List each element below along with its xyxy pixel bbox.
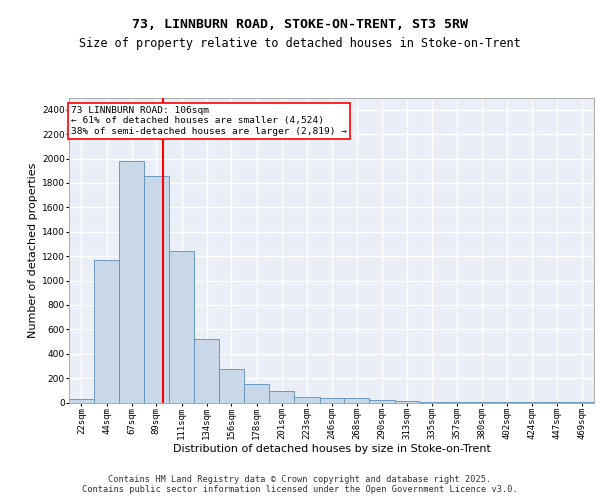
Bar — [144, 176, 169, 402]
Bar — [94, 260, 119, 402]
Bar — [169, 251, 194, 402]
Bar — [69, 400, 94, 402]
Bar — [369, 400, 395, 402]
Bar — [119, 161, 144, 402]
Bar — [269, 391, 294, 402]
Text: 73, LINNBURN ROAD, STOKE-ON-TRENT, ST3 5RW: 73, LINNBURN ROAD, STOKE-ON-TRENT, ST3 5… — [132, 18, 468, 30]
Text: 73 LINNBURN ROAD: 106sqm
← 61% of detached houses are smaller (4,524)
38% of sem: 73 LINNBURN ROAD: 106sqm ← 61% of detach… — [71, 106, 347, 136]
Bar — [194, 339, 219, 402]
Bar — [244, 384, 269, 402]
Bar — [344, 398, 369, 402]
X-axis label: Distribution of detached houses by size in Stoke-on-Trent: Distribution of detached houses by size … — [173, 444, 490, 454]
Bar — [294, 398, 320, 402]
Text: Size of property relative to detached houses in Stoke-on-Trent: Size of property relative to detached ho… — [79, 38, 521, 51]
Bar — [219, 369, 244, 402]
Y-axis label: Number of detached properties: Number of detached properties — [28, 162, 38, 338]
Bar — [320, 398, 344, 402]
Text: Contains HM Land Registry data © Crown copyright and database right 2025.
Contai: Contains HM Land Registry data © Crown c… — [82, 474, 518, 494]
